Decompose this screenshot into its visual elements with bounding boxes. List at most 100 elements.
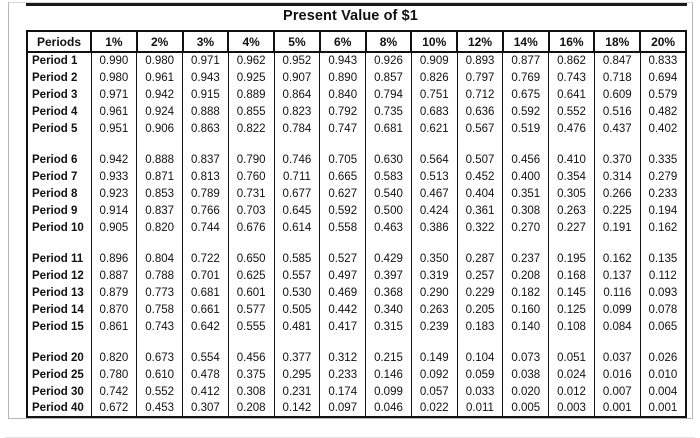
pv-factor-cell: 0.097 — [319, 400, 367, 417]
pv-factor-cell: 0.137 — [593, 267, 641, 284]
pv-factor-cell: 0.554 — [182, 349, 229, 366]
pv-factor-cell: 0.065 — [639, 318, 687, 335]
pv-factor-cell: 0.237 — [502, 250, 550, 267]
pv-factor-cell: 0.279 — [639, 168, 687, 185]
pv-factor-cell: 0.005 — [502, 400, 550, 417]
pv-factor-cell: 0.295 — [273, 366, 321, 383]
pv-factor-cell: 0.402 — [639, 120, 687, 137]
pv-factor-cell: 0.760 — [227, 168, 275, 185]
pv-factor-cell: 0.270 — [502, 219, 550, 236]
pv-factor-cell: 0.519 — [502, 120, 550, 137]
pv-factor-cell: 0.412 — [182, 383, 229, 400]
pv-factor-cell: 0.861 — [90, 318, 138, 335]
pv-factor-cell: 0.312 — [319, 349, 367, 366]
pv-factor-cell: 0.290 — [410, 284, 458, 301]
rate-column-header: 10% — [410, 30, 459, 53]
pv-factor-cell: 0.022 — [410, 400, 458, 417]
pv-factor-cell: 0.645 — [273, 202, 321, 219]
pv-factor-cell: 0.307 — [182, 400, 229, 417]
pv-factor-cell: 0.162 — [593, 250, 641, 267]
pv-factor-cell: 0.205 — [456, 301, 504, 318]
spacer-cell — [548, 335, 595, 349]
pv-factor-cell: 0.233 — [639, 185, 687, 202]
spacer-cell — [456, 137, 504, 151]
spacer-cell — [548, 137, 595, 151]
period-row-label: Period 9 — [26, 202, 92, 219]
pv-factor-cell: 0.971 — [90, 86, 138, 103]
pv-factor-cell: 0.906 — [136, 120, 184, 137]
pv-factor-cell: 0.813 — [182, 168, 229, 185]
spacer-cell — [90, 236, 138, 250]
pv-factor-cell: 0.743 — [548, 69, 595, 86]
table-row: Period 13 0.879 0.773 0.681 0.601 0.530 0.469 0… — [26, 284, 687, 301]
pv-factor-cell: 0.410 — [548, 151, 595, 168]
pv-factor-cell: 0.735 — [365, 103, 412, 120]
pv-factor-cell: 0.555 — [227, 318, 275, 335]
rate-column-header: 20% — [639, 30, 687, 53]
pv-factor-cell: 0.125 — [548, 301, 595, 318]
pv-factor-cell: 0.314 — [593, 168, 641, 185]
pv-factor-cell: 0.016 — [593, 366, 641, 383]
pv-factor-cell: 0.557 — [273, 267, 321, 284]
pv-factor-cell: 0.675 — [502, 86, 550, 103]
spacer-cell — [273, 236, 321, 250]
spacer-cell — [410, 236, 458, 250]
spacer-cell — [319, 236, 367, 250]
pv-factor-cell: 0.677 — [273, 185, 321, 202]
spacer-cell — [319, 137, 367, 151]
table-row: Period 5 0.951 0.906 0.863 0.822 0.784 0.747 0.… — [26, 120, 687, 137]
pv-factor-cell: 0.951 — [90, 120, 138, 137]
pv-factor-cell: 0.610 — [136, 366, 184, 383]
pv-factor-cell: 0.784 — [273, 120, 321, 137]
group-spacer-row — [26, 236, 687, 250]
spacer-cell — [502, 236, 550, 250]
pv-factor-cell: 0.703 — [227, 202, 275, 219]
pv-factor-cell: 0.961 — [90, 103, 138, 120]
pv-factor-cell: 0.789 — [182, 185, 229, 202]
table-row: Period 9 0.914 0.837 0.766 0.703 0.645 0.592 0.… — [26, 202, 687, 219]
pv-factor-cell: 0.792 — [319, 103, 367, 120]
spacer-cell — [26, 137, 92, 151]
pv-factor-cell: 0.625 — [227, 267, 275, 284]
table-row: Period 25 0.780 0.610 0.478 0.375 0.295 0.233 0… — [26, 366, 687, 383]
pv-factor-cell: 0.481 — [273, 318, 321, 335]
pv-factor-cell: 0.923 — [90, 185, 138, 202]
pv-factor-cell: 0.942 — [136, 86, 184, 103]
pv-factor-cell: 0.837 — [182, 151, 229, 168]
pv-factor-cell: 0.558 — [319, 219, 367, 236]
pv-factor-cell: 0.862 — [548, 52, 595, 69]
period-row-label: Period 10 — [26, 219, 92, 236]
pv-factor-cell: 0.769 — [502, 69, 550, 86]
pv-factor-cell: 0.442 — [319, 301, 367, 318]
pv-factor-cell: 0.093 — [639, 284, 687, 301]
pv-factor-cell: 0.877 — [502, 52, 550, 69]
pv-factor-cell: 0.315 — [365, 318, 412, 335]
table-row: Period 3 0.971 0.942 0.915 0.889 0.864 0.840 0.… — [26, 86, 687, 103]
pv-factor-cell: 0.888 — [136, 151, 184, 168]
pv-factor-cell: 0.368 — [365, 284, 412, 301]
pv-factor-cell: 0.820 — [136, 219, 184, 236]
spacer-cell — [182, 236, 229, 250]
pv-factor-cell: 0.840 — [319, 86, 367, 103]
pv-factor-cell: 0.747 — [319, 120, 367, 137]
period-row-label: Period 14 — [26, 301, 92, 318]
period-row-label: Period 6 — [26, 151, 92, 168]
spacer-cell — [136, 137, 184, 151]
pv-factor-cell: 0.887 — [90, 267, 138, 284]
pv-factor-cell: 0.335 — [639, 151, 687, 168]
pv-factor-cell: 0.804 — [136, 250, 184, 267]
pv-factor-cell: 0.516 — [593, 103, 641, 120]
pv-factor-cell: 0.146 — [365, 366, 412, 383]
pv-factor-cell: 0.057 — [410, 383, 458, 400]
pv-factor-cell: 0.350 — [410, 250, 458, 267]
table-row: Period 4 0.961 0.924 0.888 0.855 0.823 0.792 0.… — [26, 103, 687, 120]
pv-factor-cell: 0.507 — [456, 151, 504, 168]
pv-factor-cell: 0.229 — [456, 284, 504, 301]
pv-factor-cell: 0.890 — [319, 69, 367, 86]
period-row-label: Period 8 — [26, 185, 92, 202]
pv-factor-cell: 0.567 — [456, 120, 504, 137]
pv-factor-cell: 0.227 — [548, 219, 595, 236]
present-value-table: Periods 1% 2% 3% 4% 5% 6% 8% 10% 12% 14% 16% 18% 20% … — [26, 30, 687, 418]
spacer-cell — [26, 236, 92, 250]
pv-factor-cell: 0.592 — [319, 202, 367, 219]
